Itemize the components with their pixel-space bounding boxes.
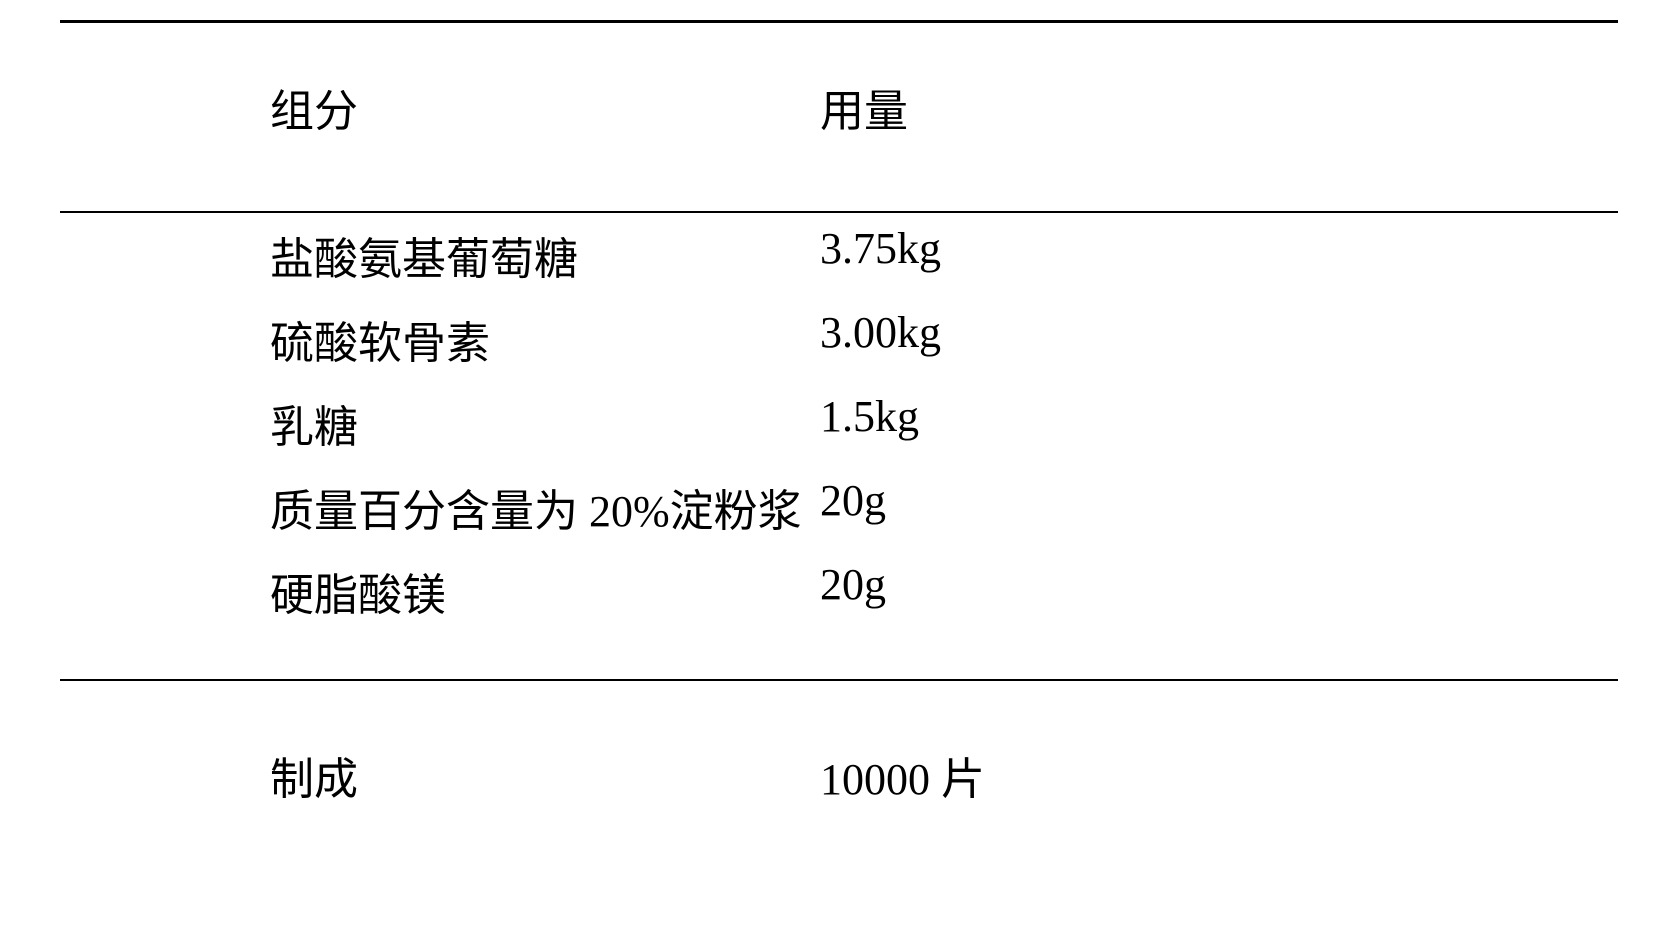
table-row: 质量百分含量为 20%淀粉浆 20g: [60, 465, 1618, 549]
cell-amount: 1.5kg: [820, 391, 1418, 455]
table-footer-row: 制成 10000 片: [60, 681, 1618, 807]
cell-amount: 3.00kg: [820, 307, 1418, 371]
header-component: 组分: [270, 75, 820, 139]
header-amount: 用量: [820, 75, 1418, 139]
cell-amount: 3.75kg: [820, 223, 1418, 287]
cell-component: 乳糖: [270, 391, 820, 455]
formulation-table: 组分 用量 盐酸氨基葡萄糖 3.75kg 硫酸软骨素 3.00kg 乳糖 1.5…: [60, 20, 1618, 807]
cell-component: 质量百分含量为 20%淀粉浆: [270, 475, 820, 539]
table-row: 盐酸氨基葡萄糖 3.75kg: [60, 213, 1618, 297]
table-header-row: 组分 用量: [60, 23, 1618, 211]
cell-component: 盐酸氨基葡萄糖: [270, 223, 820, 287]
footer-amount: 10000 片: [820, 743, 1418, 807]
cell-component: 硬脂酸镁: [270, 559, 820, 623]
cell-amount: 20g: [820, 559, 1418, 623]
cell-amount: 20g: [820, 475, 1418, 539]
table-row: 硬脂酸镁 20g: [60, 549, 1618, 679]
table-row: 乳糖 1.5kg: [60, 381, 1618, 465]
footer-component: 制成: [270, 743, 820, 807]
table-row: 硫酸软骨素 3.00kg: [60, 297, 1618, 381]
cell-component: 硫酸软骨素: [270, 307, 820, 371]
